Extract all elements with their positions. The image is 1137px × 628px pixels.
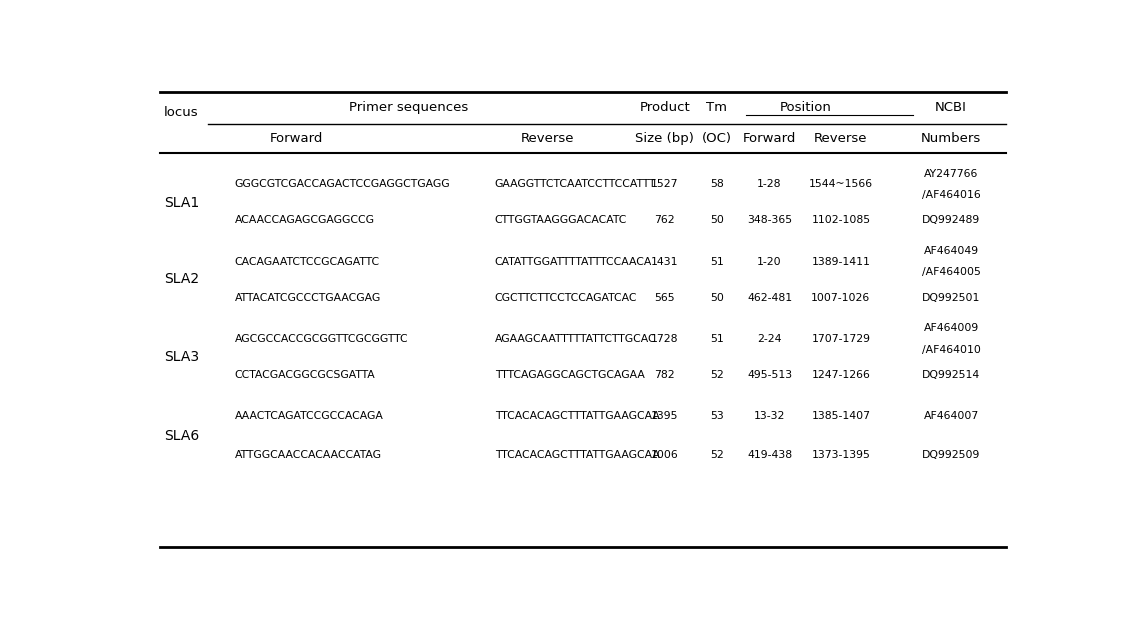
Text: CATATTGGATTTTATTTCCAACA: CATATTGGATTTTATTTCCAACA (495, 256, 652, 266)
Text: AF464007: AF464007 (923, 411, 979, 421)
Text: 1707-1729: 1707-1729 (812, 334, 871, 344)
Text: Primer sequences: Primer sequences (349, 101, 468, 114)
Text: 1006: 1006 (650, 450, 679, 460)
Text: 50: 50 (709, 293, 723, 303)
Text: AAACTCAGATCCGCCACAGA: AAACTCAGATCCGCCACAGA (234, 411, 383, 421)
Text: 782: 782 (655, 370, 675, 380)
Text: DQ992514: DQ992514 (922, 370, 980, 380)
Text: 1544~1566: 1544~1566 (808, 179, 873, 189)
Text: AF464049: AF464049 (923, 246, 979, 256)
Text: 1373-1395: 1373-1395 (812, 450, 870, 460)
Text: Forward: Forward (269, 132, 323, 144)
Text: CTTGGTAAGGGACACATC: CTTGGTAAGGGACACATC (495, 215, 626, 225)
Text: /AF464016: /AF464016 (922, 190, 980, 200)
Text: Numbers: Numbers (921, 132, 981, 144)
Text: AGCGCCACCGCGGTTCGCGGTTC: AGCGCCACCGCGGTTCGCGGTTC (234, 334, 408, 344)
Text: Forward: Forward (742, 132, 796, 144)
Text: 1-20: 1-20 (757, 256, 782, 266)
Text: AF464009: AF464009 (923, 323, 979, 333)
Text: GGGCGTCGACCAGACTCCGAGGCTGAGG: GGGCGTCGACCAGACTCCGAGGCTGAGG (234, 179, 450, 189)
Text: AY247766: AY247766 (924, 168, 978, 178)
Text: 1-28: 1-28 (757, 179, 782, 189)
Text: AGAAGCAATTTTTATTCTTGCAC: AGAAGCAATTTTTATTCTTGCAC (495, 334, 656, 344)
Text: 419-438: 419-438 (747, 450, 792, 460)
Text: SLA3: SLA3 (164, 350, 199, 364)
Text: ATTGGCAACCACAACCATAG: ATTGGCAACCACAACCATAG (234, 450, 382, 460)
Text: TTTCAGAGGCAGCTGCAGAA: TTTCAGAGGCAGCTGCAGAA (495, 370, 645, 380)
Text: 50: 50 (709, 215, 723, 225)
Text: DQ992509: DQ992509 (922, 450, 980, 460)
Text: GAAGGTTCTCAATCCTTCCATTT: GAAGGTTCTCAATCCTTCCATTT (495, 179, 656, 189)
Text: locus: locus (164, 106, 199, 119)
Text: CACAGAATCTCCGCAGATTC: CACAGAATCTCCGCAGATTC (234, 256, 380, 266)
Text: Position: Position (779, 101, 831, 114)
Text: 348-365: 348-365 (747, 215, 792, 225)
Text: 495-513: 495-513 (747, 370, 792, 380)
Text: TTCACACAGCTTTATTGAAGCAA: TTCACACAGCTTTATTGAAGCAA (495, 450, 659, 460)
Text: CGCTTCTTCCTCCAGATCAC: CGCTTCTTCCTCCAGATCAC (495, 293, 637, 303)
Text: SLA6: SLA6 (164, 429, 199, 443)
Text: SLA1: SLA1 (164, 195, 199, 210)
Text: 1389-1411: 1389-1411 (812, 256, 870, 266)
Text: 565: 565 (655, 293, 675, 303)
Text: 51: 51 (709, 334, 723, 344)
Text: 762: 762 (655, 215, 675, 225)
Text: ACAACCAGAGCGAGGCCG: ACAACCAGAGCGAGGCCG (234, 215, 375, 225)
Text: 1431: 1431 (650, 256, 679, 266)
Text: 1385-1407: 1385-1407 (812, 411, 871, 421)
Text: ATTACATCGCCCTGAACGAG: ATTACATCGCCCTGAACGAG (234, 293, 381, 303)
Text: 1007-1026: 1007-1026 (812, 293, 871, 303)
Text: TTCACACAGCTTTATTGAAGCAA: TTCACACAGCTTTATTGAAGCAA (495, 411, 659, 421)
Text: DQ992501: DQ992501 (922, 293, 980, 303)
Text: 51: 51 (709, 256, 723, 266)
Text: Size (bp): Size (bp) (636, 132, 694, 144)
Text: CCTACGACGGCGCSGATTA: CCTACGACGGCGCSGATTA (234, 370, 375, 380)
Text: 52: 52 (709, 370, 723, 380)
Text: (OC): (OC) (702, 132, 731, 144)
Text: 1102-1085: 1102-1085 (812, 215, 871, 225)
Text: 1247-1266: 1247-1266 (812, 370, 870, 380)
Text: 1395: 1395 (650, 411, 679, 421)
Text: Reverse: Reverse (814, 132, 868, 144)
Text: /AF464005: /AF464005 (922, 267, 980, 277)
Text: Product: Product (639, 101, 690, 114)
Text: /AF464010: /AF464010 (922, 345, 980, 355)
Text: 1728: 1728 (650, 334, 679, 344)
Text: 13-32: 13-32 (754, 411, 786, 421)
Text: DQ992489: DQ992489 (922, 215, 980, 225)
Text: 1527: 1527 (650, 179, 679, 189)
Text: Reverse: Reverse (521, 132, 574, 144)
Text: 462-481: 462-481 (747, 293, 792, 303)
Text: 58: 58 (709, 179, 723, 189)
Text: NCBI: NCBI (935, 101, 966, 114)
Text: 2-24: 2-24 (757, 334, 782, 344)
Text: 52: 52 (709, 450, 723, 460)
Text: 53: 53 (709, 411, 723, 421)
Text: SLA2: SLA2 (164, 273, 199, 286)
Text: Tm: Tm (706, 101, 728, 114)
